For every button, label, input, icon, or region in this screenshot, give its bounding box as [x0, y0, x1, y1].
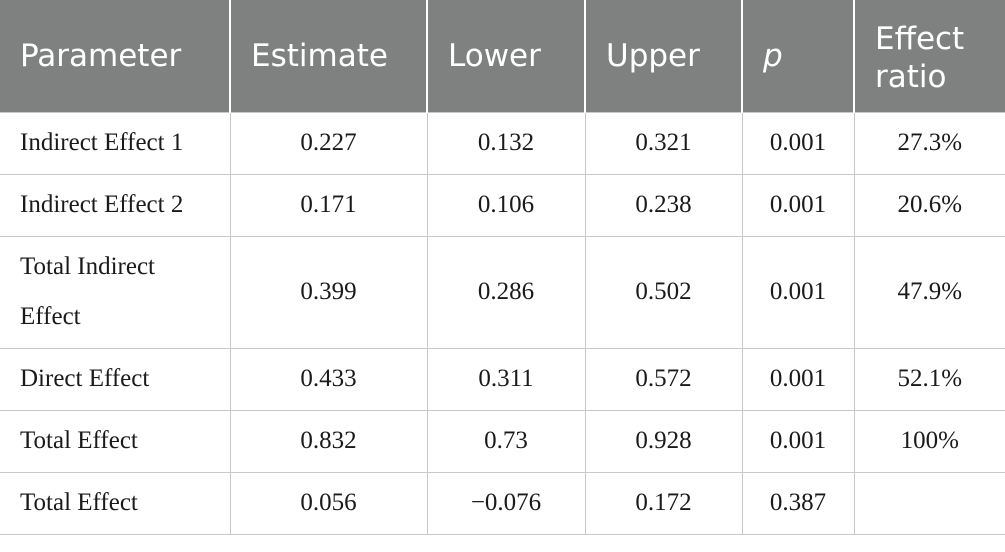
upper-cell: 0.572 — [584, 347, 743, 411]
effect-ratio-cell: 27.3% — [853, 111, 1005, 175]
table-row: Indirect Effect 1 0.227 0.132 0.321 0.00… — [0, 111, 1005, 175]
table-row: Total Indirect Effect 0.399 0.286 0.502 … — [0, 235, 1005, 349]
effect-ratio-cell: 52.1% — [853, 347, 1005, 411]
parameter-cell: Total Effect — [0, 471, 231, 535]
estimate-cell: 0.056 — [229, 471, 428, 535]
estimate-cell: 0.433 — [229, 347, 428, 411]
lower-cell: −0.076 — [426, 471, 586, 535]
mediation-effects-table: Parameter Estimate Lower Upper p Effect … — [0, 0, 1005, 535]
effect-ratio-cell: 47.9% — [853, 235, 1005, 349]
header-estimate: Estimate — [230, 0, 428, 112]
table-row: Direct Effect 0.433 0.311 0.572 0.001 52… — [0, 347, 1005, 411]
p-cell: 0.001 — [741, 347, 855, 411]
table-header: Parameter Estimate Lower Upper p Effect … — [0, 0, 1005, 112]
p-cell: 0.001 — [741, 111, 855, 175]
lower-cell: 0.286 — [426, 235, 586, 349]
p-cell: 0.001 — [741, 409, 855, 473]
table-row: Indirect Effect 2 0.171 0.106 0.238 0.00… — [0, 173, 1005, 237]
lower-cell: 0.106 — [426, 173, 586, 237]
estimate-cell: 0.399 — [229, 235, 428, 349]
upper-cell: 0.928 — [584, 409, 743, 473]
parameter-cell: Total Effect — [0, 409, 231, 473]
header-row: Parameter Estimate Lower Upper p Effect … — [0, 0, 1005, 112]
header-lower: Lower — [427, 0, 586, 112]
upper-cell: 0.321 — [584, 111, 743, 175]
header-p: p — [742, 0, 855, 112]
p-cell: 0.387 — [741, 471, 855, 535]
table-row: Total Effect 0.832 0.73 0.928 0.001 100% — [0, 409, 1005, 473]
upper-cell: 0.502 — [584, 235, 743, 349]
estimate-cell: 0.171 — [229, 173, 428, 237]
estimate-cell: 0.832 — [229, 409, 428, 473]
table-body: Indirect Effect 1 0.227 0.132 0.321 0.00… — [0, 111, 1005, 535]
header-parameter: Parameter — [0, 0, 231, 112]
p-cell: 0.001 — [741, 173, 855, 237]
effect-ratio-cell: 100% — [853, 409, 1005, 473]
estimate-cell: 0.227 — [229, 111, 428, 175]
lower-cell: 0.311 — [426, 347, 586, 411]
effect-ratio-cell — [853, 471, 1005, 535]
upper-cell: 0.238 — [584, 173, 743, 237]
parameter-cell: Direct Effect — [0, 347, 231, 411]
header-upper: Upper — [585, 0, 743, 112]
table-row: Total Effect 0.056 −0.076 0.172 0.387 — [0, 471, 1005, 535]
effect-ratio-cell: 20.6% — [853, 173, 1005, 237]
parameter-cell: Indirect Effect 1 — [0, 111, 231, 175]
header-effect-ratio: Effect ratio — [854, 0, 1005, 112]
lower-cell: 0.132 — [426, 111, 586, 175]
upper-cell: 0.172 — [584, 471, 743, 535]
parameter-cell: Total Indirect Effect — [0, 235, 231, 349]
p-cell: 0.001 — [741, 235, 855, 349]
parameter-cell: Indirect Effect 2 — [0, 173, 231, 237]
lower-cell: 0.73 — [426, 409, 586, 473]
